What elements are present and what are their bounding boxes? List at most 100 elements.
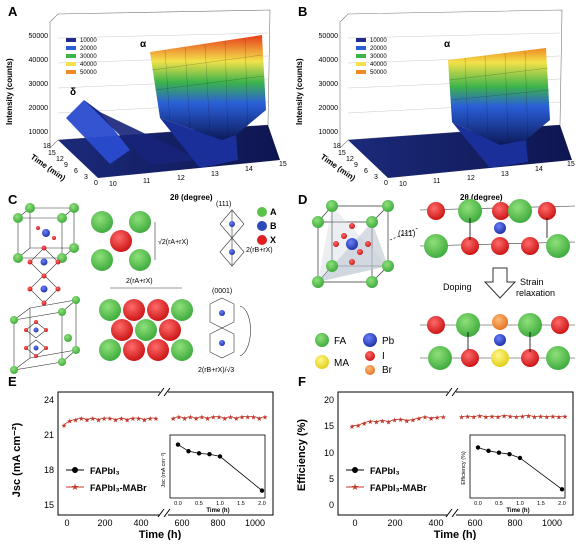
octahedra-111 bbox=[219, 209, 245, 267]
svg-text:Pb: Pb bbox=[382, 336, 395, 347]
series-mabr-point: ★ bbox=[107, 415, 113, 423]
svg-text:1000: 1000 bbox=[245, 518, 265, 528]
series-mabr-point: ★ bbox=[136, 415, 142, 423]
series-mabr-line bbox=[63, 417, 156, 426]
svg-text:20000: 20000 bbox=[80, 46, 97, 52]
doping-arrow bbox=[483, 267, 517, 299]
panel-a: A α δ 10000 20000 30000 40000 50000 bbox=[5, 4, 287, 202]
surface-b-time-ticks: 18 15 12 9 6 3 0 bbox=[333, 143, 388, 187]
svg-text:12: 12 bbox=[177, 175, 185, 182]
svg-text:3: 3 bbox=[84, 174, 88, 181]
chart-e-inset-x-ticks: 0.0 0.5 1.0 1.5 2.0 bbox=[174, 501, 266, 507]
surface-a-legend: 10000 20000 30000 40000 50000 bbox=[66, 38, 97, 76]
series-mabr-point: ★ bbox=[373, 419, 379, 427]
series-mabr-point: ★ bbox=[193, 415, 199, 423]
svg-text:20000: 20000 bbox=[370, 46, 387, 52]
series-fapbi3-point bbox=[259, 488, 265, 493]
svg-text:12: 12 bbox=[56, 156, 64, 163]
svg-text:15: 15 bbox=[567, 161, 575, 168]
svg-text:A: A bbox=[270, 207, 277, 217]
series-mabr-point: ★ bbox=[204, 415, 210, 423]
series-mabr-point: ★ bbox=[477, 412, 483, 420]
chart-e-inset-xlabel: Time (h) bbox=[206, 508, 229, 514]
series-mabr-point: ★ bbox=[519, 413, 525, 421]
chart-e-plot: ★★ ★ ★ ★ ★ ★ ★ ★ ★ ★ ★ ★ ★ ★ ★ ★ ★ ★ ★ ★ ★ ★ ★ ★ ★ ★ ★ ★ ★ ★ ★ ★ ★ bbox=[61, 414, 268, 430]
series-mabr-point: ★ bbox=[216, 414, 222, 422]
series-mabr-point: ★ bbox=[410, 417, 416, 425]
svg-text:10000: 10000 bbox=[80, 38, 97, 44]
svg-text:10000: 10000 bbox=[370, 38, 387, 44]
series-mabr-point: ★ bbox=[67, 418, 73, 426]
series-mabr-point: ★ bbox=[262, 414, 268, 422]
chart-f-legend: FAPbI₃ ★ FAPbI₃-MABr bbox=[346, 466, 427, 493]
svg-text:0.5: 0.5 bbox=[495, 501, 503, 507]
svg-text:10: 10 bbox=[399, 181, 407, 188]
series-mabr-point: ★ bbox=[464, 413, 470, 421]
svg-text:0: 0 bbox=[94, 180, 98, 187]
svg-text:13: 13 bbox=[211, 171, 219, 178]
svg-text:FAPbI₃-MABr: FAPbI₃-MABr bbox=[370, 483, 427, 493]
svg-text:9: 9 bbox=[354, 162, 358, 169]
chart-e-axis-break bbox=[157, 387, 171, 519]
svg-text:40000: 40000 bbox=[29, 57, 49, 64]
svg-text:FAPbI₃: FAPbI₃ bbox=[90, 466, 120, 476]
layer-before-doping bbox=[419, 199, 576, 258]
svg-text:★: ★ bbox=[351, 482, 359, 492]
chart-f-inset-x-ticks: 0.0 0.5 1.0 1.5 2.0 bbox=[474, 501, 566, 507]
svg-text:15: 15 bbox=[324, 421, 334, 431]
series-mabr-line bbox=[351, 416, 444, 427]
svg-text:I: I bbox=[382, 351, 385, 362]
svg-text:12: 12 bbox=[346, 156, 354, 163]
strain-label-line2: relaxation bbox=[516, 288, 555, 298]
svg-text:5: 5 bbox=[329, 474, 334, 484]
surface-a-alpha-ridge bbox=[150, 35, 266, 140]
surface-a-delta-ridge bbox=[66, 100, 130, 164]
svg-text:★: ★ bbox=[71, 482, 79, 492]
series-mabr-point: ★ bbox=[222, 415, 228, 423]
chart-f-xlabel: Time (h) bbox=[434, 529, 477, 540]
series-mabr-line bbox=[173, 416, 266, 419]
panel-letter-f: F bbox=[298, 374, 306, 389]
svg-text:0: 0 bbox=[64, 518, 69, 528]
series-mabr-point: ★ bbox=[440, 414, 446, 422]
svg-text:1000: 1000 bbox=[542, 518, 562, 528]
series-mabr-point: ★ bbox=[90, 415, 96, 423]
chart-f-plot: ★ ★ ★ ★ ★ ★ ★ ★ ★ ★ ★ ★ ★ ★ ★ ★ ★ ★ ★ ★ ★ ★ ★ ★ ★ ★ ★ ★ ★ ★ ★ ★ ★ ★ bbox=[349, 412, 568, 430]
svg-text:14: 14 bbox=[535, 166, 543, 173]
chart-f-y-ticks: 20 15 10 5 0 bbox=[324, 395, 334, 510]
svg-text:10: 10 bbox=[324, 448, 334, 458]
series-fapbi3-point bbox=[517, 455, 523, 461]
chart-e-y-ticks: 24 21 18 15 bbox=[44, 395, 54, 510]
chart-f-inset-xlabel: Time (h) bbox=[506, 508, 529, 514]
svg-text:600: 600 bbox=[174, 518, 189, 528]
eq-sqrt2: √2(rA+rX) bbox=[158, 238, 189, 246]
series-mabr-point: ★ bbox=[250, 414, 256, 422]
surface-a-ylabel: Intensity (counts) bbox=[5, 58, 14, 125]
series-fapbi3-point bbox=[217, 454, 223, 459]
svg-text:18: 18 bbox=[43, 143, 51, 150]
plane-0001-label: (0001) bbox=[212, 288, 232, 295]
svg-text:30000: 30000 bbox=[80, 54, 97, 60]
surface-b-alpha-ridge bbox=[448, 48, 550, 145]
svg-text:FA: FA bbox=[334, 336, 347, 347]
series-mabr-point: ★ bbox=[483, 414, 489, 422]
series-mabr-point: ★ bbox=[434, 414, 440, 422]
panel-f: F ★ ★ ★ ★ ★ ★ ★ ★ ★ ★ ★ ★ ★ ★ ★ ★ ★ ★ ★ ★ ★ ★ ★ ★ ★ ★ ★ ★ ★ ★ ★ ★ ★ ★ 20 … bbox=[296, 374, 574, 541]
svg-text:0.0: 0.0 bbox=[474, 501, 482, 507]
layer-after-doping bbox=[420, 313, 575, 370]
svg-text:12: 12 bbox=[467, 175, 475, 182]
svg-text:30000: 30000 bbox=[370, 54, 387, 60]
svg-text:1.5: 1.5 bbox=[237, 501, 245, 507]
series-fapbi3-point bbox=[559, 487, 565, 492]
chart-e-ylabel: Jsc (mA cm⁻²) bbox=[11, 422, 23, 497]
chart-f-inset-plot bbox=[475, 445, 565, 492]
series-mabr-point: ★ bbox=[422, 414, 428, 422]
svg-text:50000: 50000 bbox=[29, 33, 49, 40]
svg-text:13: 13 bbox=[501, 171, 509, 178]
chart-e-inset-plot bbox=[175, 442, 265, 493]
series-mabr-point: ★ bbox=[170, 415, 176, 423]
series-fapbi3-point bbox=[175, 442, 181, 447]
chart-f-axis-break bbox=[445, 387, 459, 519]
series-mabr-point: ★ bbox=[61, 422, 67, 430]
series-mabr-point: ★ bbox=[562, 413, 568, 421]
